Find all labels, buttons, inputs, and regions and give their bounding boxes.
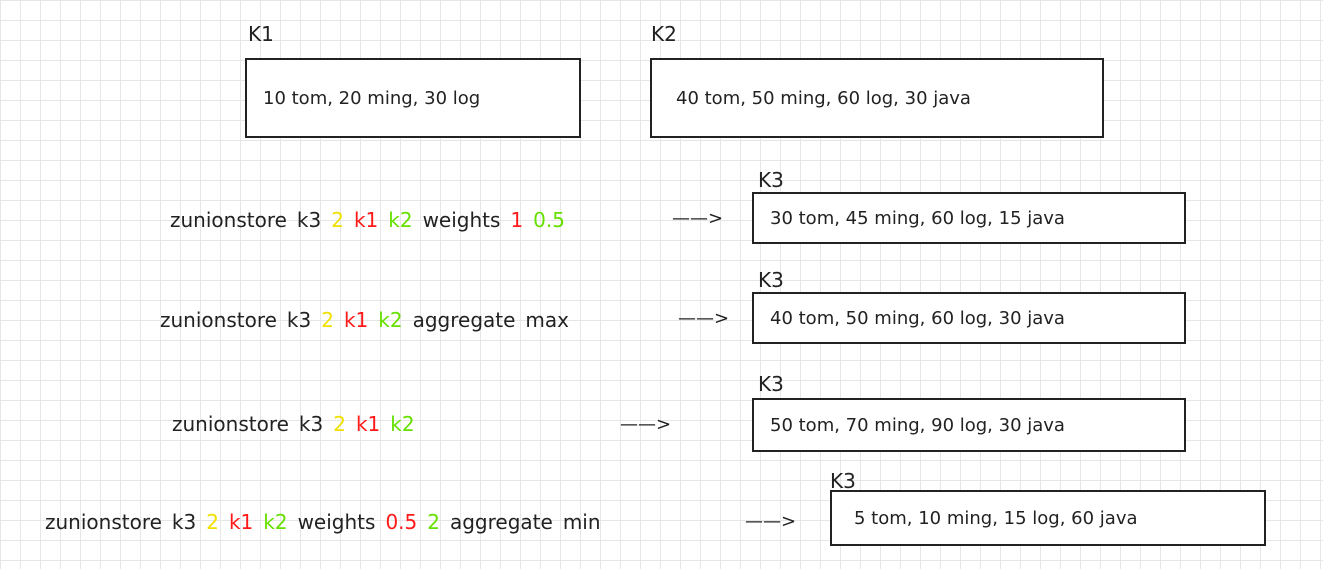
command-weights-aggregate-min: zunionstore k3 2 k1 k2 weights 0.5 2 aggregate mi…: [45, 510, 601, 534]
command-token: 2: [333, 412, 346, 436]
command-token: k3: [286, 308, 312, 332]
k3-result-box-3: 50 tom, 70 ming, 90 log, 30 java: [752, 398, 1186, 452]
command-token: 2: [321, 308, 334, 332]
command-token: aggregate: [412, 308, 516, 332]
command-token: k2: [263, 510, 288, 534]
k2-set-box: 40 tom, 50 ming, 60 log, 30 java: [650, 58, 1104, 138]
arrow-icon: ——>: [745, 511, 797, 532]
command-aggregate-max: zunionstore k3 2 k1 k2 aggregate max: [160, 308, 569, 332]
command-token: zunionstore: [172, 412, 289, 436]
k2-label: K2: [651, 22, 677, 46]
command-token: k1: [353, 208, 379, 232]
command-token: zunionstore: [170, 208, 287, 232]
command-token: 2: [206, 510, 219, 534]
k3-label-1: K3: [758, 168, 784, 192]
k3-result-box-1: 30 tom, 45 ming, 60 log, 15 java: [752, 192, 1186, 244]
arrow-icon: ——>: [620, 414, 672, 435]
command-token: k1: [355, 412, 381, 436]
command-plain: zunionstore k3 2 k1 k2: [172, 412, 415, 436]
command-token: k2: [378, 308, 403, 332]
k3-result-box-2: 40 tom, 50 ming, 60 log, 30 java: [752, 292, 1186, 344]
command-token: zunionstore: [45, 510, 162, 534]
arrow-icon: ——>: [678, 308, 730, 329]
command-token: k3: [298, 412, 324, 436]
k3-result-content-1: 30 tom, 45 ming, 60 log, 15 java: [770, 207, 1065, 229]
command-token: aggregate: [449, 510, 553, 534]
command-token: k3: [171, 510, 197, 534]
k3-label-2: K3: [758, 268, 784, 292]
command-token: k1: [228, 510, 254, 534]
command-token: k3: [296, 208, 322, 232]
command-token: zunionstore: [160, 308, 277, 332]
k3-result-content-2: 40 tom, 50 ming, 60 log, 30 java: [770, 307, 1065, 329]
k2-set-content: 40 tom, 50 ming, 60 log, 30 java: [676, 87, 971, 109]
command-token: 2: [331, 208, 344, 232]
k1-set-content: 10 tom, 20 ming, 30 log: [263, 87, 481, 109]
k3-label-4: K3: [830, 469, 856, 493]
command-token: 0.5: [385, 510, 418, 534]
command-token: weights: [297, 510, 376, 534]
command-token: min: [562, 510, 601, 534]
k3-result-content-3: 50 tom, 70 ming, 90 log, 30 java: [770, 414, 1065, 436]
command-token: k1: [343, 308, 369, 332]
k1-set-box: 10 tom, 20 ming, 30 log: [245, 58, 581, 138]
k3-result-box-4: 5 tom, 10 ming, 15 log, 60 java: [830, 490, 1266, 546]
command-token: k2: [388, 208, 413, 232]
command-token: 1: [510, 208, 524, 232]
command-weights: zunionstore k3 2 k1 k2 weights 1 0.5: [170, 208, 565, 232]
k3-label-3: K3: [758, 372, 784, 396]
command-token: k2: [390, 412, 415, 436]
k1-label: K1: [248, 22, 274, 46]
arrow-icon: ——>: [672, 208, 724, 229]
command-token: weights: [422, 208, 501, 232]
k3-result-content-4: 5 tom, 10 ming, 15 log, 60 java: [854, 507, 1138, 529]
command-token: 0.5: [533, 208, 565, 232]
command-token: 2: [427, 510, 440, 534]
command-token: max: [525, 308, 569, 332]
